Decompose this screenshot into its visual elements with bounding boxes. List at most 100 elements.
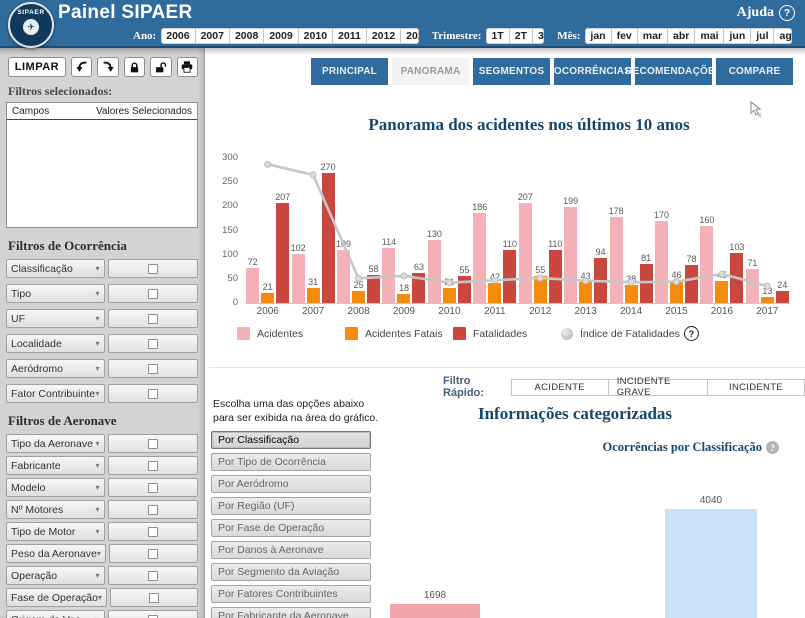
bar-fatalidades-2009[interactable]	[412, 272, 426, 303]
bar-acidentes-fatais-2015[interactable]	[670, 280, 684, 303]
category-option-por-tipo-de-ocorrencia[interactable]: Por Tipo de Ocorrência	[211, 453, 371, 471]
redo-button[interactable]	[97, 57, 119, 77]
bar-acidentes-fatais-2009[interactable]	[397, 294, 411, 303]
category-option-por-regiao-uf[interactable]: Por Região (UF)	[211, 497, 371, 515]
classification-bar-1[interactable]	[390, 604, 480, 618]
bar-acidentes-fatais-2008[interactable]	[352, 290, 366, 303]
aircraft-filter-dropdown-modelo[interactable]: Modelo ▾	[6, 478, 105, 497]
year-button-2011[interactable]: 2011	[332, 28, 366, 44]
bar-acidentes-2013[interactable]	[564, 206, 578, 303]
bar-acidentes-2009[interactable]	[382, 247, 396, 303]
occurrence-filter-dropdown-classificacao[interactable]: Classificação ▾	[6, 259, 105, 278]
bar-acidentes-2011[interactable]	[473, 213, 487, 303]
trimestre-button-1t[interactable]: 1T	[491, 30, 504, 42]
occurrence-filter-checkbox-field-uf[interactable]	[107, 309, 198, 328]
aircraft-filter-checkbox-field-peso-da-aeronave[interactable]	[108, 544, 198, 563]
occurrence-filter-dropdown-fator-contribuinte[interactable]: Fator Contribuinte ▾	[6, 384, 105, 403]
bar-fatalidades-2011[interactable]	[503, 249, 517, 303]
month-button-jun[interactable]: jun	[723, 28, 750, 44]
help-question-icon[interactable]: ?	[779, 5, 795, 21]
bar-fatalidades-2016[interactable]	[730, 253, 744, 303]
occurrence-filter-checkbox-field-fator-contribuinte[interactable]	[107, 384, 198, 403]
help-link[interactable]: Ajuda ?	[737, 5, 795, 21]
checkbox[interactable]	[147, 438, 158, 449]
tab-recomendacoes[interactable]: RECOMENDAÇÕES	[625, 58, 722, 85]
bar-acidentes-2012[interactable]	[518, 202, 532, 303]
bar-fatalidades-2006[interactable]	[276, 202, 290, 303]
aircraft-filter-dropdown-fase-de-operacao[interactable]: Fase de Operação ▾	[6, 588, 107, 607]
tab-segmentos[interactable]: SEGMENTOS	[473, 58, 550, 85]
bar-fatalidades-2008[interactable]	[367, 274, 381, 303]
occurrence-filter-checkbox-field-localidade[interactable]	[107, 334, 198, 353]
year-button-2012[interactable]: 2012	[365, 28, 400, 44]
lock-button[interactable]	[123, 57, 146, 77]
month-button-jan[interactable]: jan	[590, 30, 606, 42]
category-option-por-danos-a-aeronave[interactable]: Por Danos à Aeronave	[211, 541, 371, 559]
aircraft-filter-checkbox-field-operacao[interactable]	[107, 566, 198, 585]
occurrence-filter-checkbox-field-classificacao[interactable]	[107, 259, 198, 278]
bar-acidentes-fatais-2006[interactable]	[261, 292, 275, 303]
aircraft-filter-dropdown-operacao[interactable]: Operação ▾	[6, 566, 105, 585]
aircraft-filter-dropdown-tipo-de-motor[interactable]: Tipo de Motor ▾	[6, 522, 105, 541]
checkbox[interactable]	[147, 460, 158, 471]
year-button-2010[interactable]: 2010	[297, 28, 332, 44]
year-button-2006[interactable]: 2006	[166, 30, 190, 42]
checkbox[interactable]	[147, 338, 158, 349]
checkbox[interactable]	[147, 313, 158, 324]
checkbox[interactable]	[147, 363, 158, 374]
bar-acidentes-fatais-2014[interactable]	[624, 284, 638, 303]
tab-compare[interactable]: COMPARE	[716, 58, 793, 85]
bar-fatalidades-2014[interactable]	[639, 263, 653, 303]
unlock-button[interactable]	[150, 57, 172, 77]
bar-fatalidades-2007[interactable]	[321, 172, 335, 303]
occurrence-filter-dropdown-aerodromo[interactable]: Aeródromo ▾	[6, 359, 105, 378]
trimestre-button-2t[interactable]: 2T	[508, 28, 532, 44]
year-button-2007[interactable]: 2007	[194, 28, 229, 44]
bar-acidentes-fatais-2012[interactable]	[533, 276, 547, 303]
bar-fatalidades-2012[interactable]	[548, 249, 562, 303]
clear-selection-cursor-icon[interactable]: x	[748, 100, 763, 123]
bar-acidentes-fatais-2011[interactable]	[488, 282, 502, 303]
bar-fatalidades-2017[interactable]	[775, 291, 789, 303]
aircraft-filter-checkbox-field-tipo-de-motor[interactable]	[107, 522, 198, 541]
bar-fatalidades-2015[interactable]	[685, 265, 699, 303]
bar-acidentes-2016[interactable]	[700, 225, 714, 303]
bar-acidentes-2014[interactable]	[609, 216, 623, 303]
category-option-por-fabricante-da-aeronave[interactable]: Por Fabricante da Aeronave	[211, 607, 371, 618]
year-button-2008[interactable]: 2008	[228, 28, 263, 44]
aircraft-filter-dropdown-fabricante[interactable]: Fabricante ▾	[6, 456, 105, 475]
bar-fatalidades-2013[interactable]	[594, 257, 608, 303]
fatality-index-help-icon[interactable]: ?	[683, 326, 699, 341]
month-button-abr[interactable]: abr	[667, 28, 694, 44]
aircraft-filter-checkbox-field-tipo-da-aeronave[interactable]	[107, 434, 198, 453]
aircraft-filter-checkbox-field-modelo[interactable]	[107, 478, 198, 497]
occurrence-filter-checkbox-field-tipo[interactable]	[107, 284, 198, 303]
occurrence-filter-dropdown-uf[interactable]: UF ▾	[6, 309, 105, 328]
checkbox[interactable]	[148, 548, 159, 559]
occurrence-filter-dropdown-localidade[interactable]: Localidade ▾	[6, 334, 105, 353]
aircraft-filter-checkbox-field-n-motores[interactable]	[107, 500, 198, 519]
tab-ocorrencias[interactable]: OCORRÊNCIAS	[554, 58, 631, 85]
category-option-por-fase-de-operacao[interactable]: Por Fase de Operação	[211, 519, 371, 537]
quick-filter-incidente[interactable]: INCIDENTE	[708, 378, 805, 396]
bar-acidentes-2017[interactable]	[745, 268, 759, 303]
quick-filter-acidente[interactable]: ACIDENTE	[510, 378, 609, 396]
bar-acidentes-fatais-2016[interactable]	[715, 281, 729, 303]
bar-fatalidades-2010[interactable]	[457, 276, 471, 303]
checkbox[interactable]	[147, 570, 158, 581]
quick-filter-incidente-grave[interactable]: INCIDENTE GRAVE	[608, 376, 708, 398]
aircraft-filter-dropdown-peso-da-aeronave[interactable]: Peso da Aeronave ▾	[6, 544, 106, 563]
classification-help-icon[interactable]: ?	[766, 441, 779, 454]
checkbox[interactable]	[147, 482, 158, 493]
bar-acidentes-2015[interactable]	[655, 220, 668, 303]
month-button-mar[interactable]: mar	[636, 28, 667, 44]
year-button-2009[interactable]: 2009	[263, 28, 297, 44]
aircraft-filter-dropdown-tipo-da-aeronave[interactable]: Tipo da Aeronave ▾	[6, 434, 105, 453]
category-option-por-segmento-da-aviacao[interactable]: Por Segmento da Aviação	[211, 563, 371, 581]
bar-acidentes-2007[interactable]	[291, 253, 305, 303]
tab-principal[interactable]: PRINCIPAL	[311, 58, 388, 85]
classification-bar-2[interactable]	[665, 508, 757, 618]
aircraft-filter-dropdown-origem-do-voo[interactable]: Origem do Voo▾	[6, 610, 105, 618]
aircraft-filter-checkbox-field-origem-do-voo[interactable]	[107, 610, 198, 618]
bar-acidentes-2010[interactable]	[427, 240, 441, 303]
